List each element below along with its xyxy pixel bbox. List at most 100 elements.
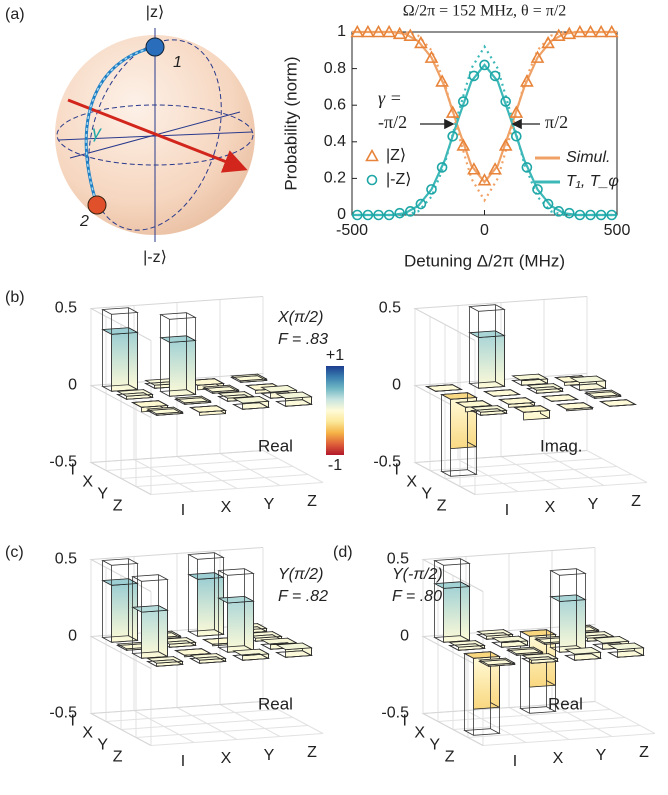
y-tick-label: 0.6 [324,96,346,113]
point-label: 1 [173,54,182,71]
bar [569,375,607,391]
wire-bottom [470,408,508,416]
angle-label: γ [92,122,102,142]
ideal-wireframe [189,405,227,413]
marker [382,24,396,38]
bar [498,397,536,408]
gate-label: Y(π/2) [278,566,323,583]
wire-bottom [116,392,154,400]
wire-bottom [131,400,169,408]
row-label: X [82,725,93,742]
bar [101,578,139,643]
ideal-wireframe [483,389,521,397]
floor-edge [219,704,281,737]
part-label: Real [258,436,293,455]
col-label: Z [307,493,317,510]
marker [362,209,374,221]
wire-bottom [275,650,313,658]
marker [366,174,378,186]
ideal-wireframe [174,397,212,405]
col-label: Z [639,744,649,761]
gate-label: Y(-π/2) [392,566,443,583]
col-label: X [221,750,232,767]
row-label: Z [445,749,455,766]
marker [457,96,469,107]
grid-line [421,701,596,746]
ideal-wireframe [425,384,463,392]
part-label: Real [258,694,293,713]
ideal-wireframe [275,650,313,658]
ideal-wireframe [498,397,536,405]
wire-top [187,552,225,560]
legend-label: T₁, T_φ [566,173,619,190]
wire-bottom [491,640,529,648]
floor-edge [262,701,324,734]
point-1 [145,37,165,57]
ideal-wireframe [146,659,184,667]
bar-top [425,384,463,392]
fidelity-label: F = .83 [278,331,328,348]
ideal-wireframe [463,651,501,736]
col-label: I [181,502,185,519]
row-label: X [82,474,93,491]
wire-bottom [498,397,536,405]
annotation: -π/2 [378,112,407,132]
z-tick-label: 0.5 [387,551,409,568]
bar-top [599,399,637,407]
marker [520,74,534,87]
z-tick-label: 0.5 [55,551,77,568]
y-tick-label: 0.2 [324,170,346,187]
wire-bottom [483,389,521,397]
marker [414,35,428,49]
wire-bottom [463,728,501,736]
z-tick-label: -0.5 [49,454,77,471]
row-label: Y [429,737,440,754]
floor-edge [500,456,562,489]
ideal-wireframe [232,653,270,661]
marker [456,138,471,151]
marker [435,74,449,87]
bar [483,389,521,397]
wire-top [101,558,139,566]
col-label: I [513,753,517,770]
ideal-wireframe [455,400,493,408]
wire-bottom [513,405,551,413]
col-label: X [545,499,556,516]
ideal-wireframe [433,558,471,643]
marker [521,162,533,173]
row-label: Z [437,498,447,515]
marker [477,173,492,186]
rotation-axis [67,98,248,173]
series-line [352,44,617,217]
bar-top [275,642,313,651]
marker [488,162,502,175]
wire-bottom [146,659,184,667]
x-axis [57,131,253,141]
col-label: Z [307,744,317,761]
part-label: Real [548,694,583,713]
series-line [352,63,617,217]
ideal-wireframe [513,405,551,413]
ideal-wireframe [556,402,594,410]
row-label: Y [97,486,108,503]
legend-label: |Z⟩ [386,147,406,164]
bar-top [483,389,521,397]
row-label: I [402,713,406,730]
wire-top [101,307,139,315]
ideal-wireframe [131,400,169,408]
wire-bottom [275,399,313,407]
marker [468,70,480,82]
marker [371,24,386,38]
wire-bottom [541,394,579,402]
marker [424,50,439,63]
floor-edge [543,453,605,486]
wire-bottom [230,375,268,383]
series-line [352,30,617,203]
ideal-wireframe [159,312,197,397]
wire-bottom [584,391,622,399]
wire-top [217,568,255,576]
z-tick-label: 0 [68,628,77,645]
ideal-wireframe [506,648,544,656]
wire-bottom [448,643,486,651]
marker [563,207,575,219]
